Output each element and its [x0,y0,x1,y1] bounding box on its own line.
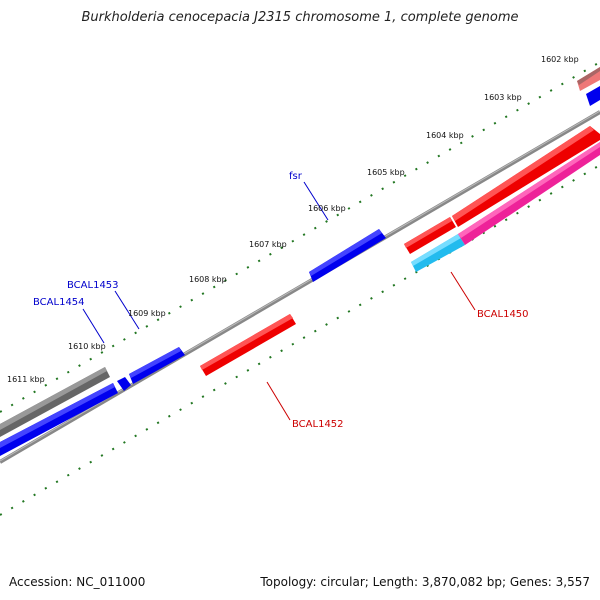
gene-pink-long[interactable] [458,142,600,245]
leader-bcal1454 [82,308,105,344]
accession-text: Accession: NC_011000 [9,575,146,589]
gene-red-long[interactable] [452,126,600,227]
gene-salmon-top[interactable] [577,67,600,91]
gene-gray-left[interactable] [0,367,110,437]
gene-bcal1454[interactable] [117,377,131,391]
genome-backbone-highlight [0,110,600,462]
leader-bcal1450 [450,271,476,311]
leader-bcal1453 [114,290,140,330]
gene-label-bcal1450[interactable]: BCAL1450 [477,309,529,320]
page-title: Burkholderia cenocepacia J2315 chromosom… [81,10,519,25]
gene-fsr[interactable] [309,229,386,282]
tick-label-1610: 1610 kbp [68,342,106,351]
gene-bcal1450[interactable] [411,234,465,272]
leader-fsr [303,181,329,221]
inner-tick-track [0,164,600,516]
gene-blue-left[interactable] [0,383,118,456]
tick-label-1606: 1606 kbp [308,204,346,213]
tick-label-1608: 1608 kbp [189,275,227,284]
tick-label-1609: 1609 kbp [128,309,166,318]
tick-label-1603: 1603 kbp [484,93,522,102]
tick-label-1605: 1605 kbp [367,168,405,177]
gene-label-bcal1454[interactable]: BCAL1454 [33,297,85,308]
genome-backbone [0,110,600,464]
gene-label-bcal1452[interactable]: BCAL1452 [292,419,344,430]
gene-bcal1453[interactable] [129,347,185,384]
tick-label-1607: 1607 kbp [249,240,287,249]
gene-label-bcal1453[interactable]: BCAL1453 [67,280,119,291]
gene-label-fsr[interactable]: fsr [289,171,303,182]
tick-label-1602: 1602 kbp [541,55,579,64]
outer-tick-track [0,61,600,413]
tick-label-1604: 1604 kbp [426,131,464,140]
gene-red-small[interactable] [404,217,456,254]
gene-bcal1452[interactable] [200,314,296,376]
tick-label-1611: 1611 kbp [7,375,45,384]
genome-summary-text: Topology: circular; Length: 3,870,082 bp… [260,575,590,589]
leader-bcal1452 [266,381,291,421]
gene-blue-top[interactable] [586,86,600,106]
